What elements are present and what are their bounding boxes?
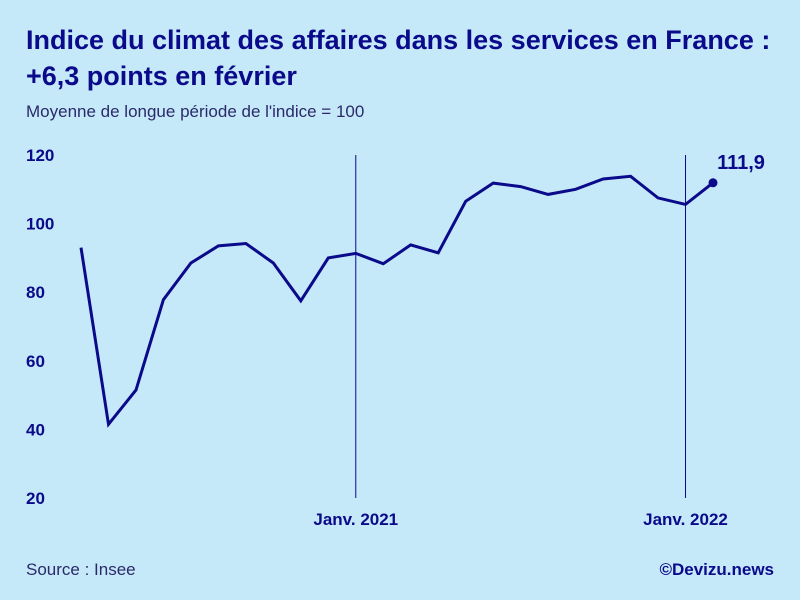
last-point-marker: [708, 178, 718, 188]
source-note: Source : Insee: [26, 560, 136, 579]
series: [79, 174, 714, 428]
x-tick-label-2: Janv. 2022: [643, 510, 728, 529]
y-tick-label-20: 20: [26, 489, 45, 508]
chart-title: Indice du climat des affaires dans les s…: [26, 25, 771, 91]
x-tick-label-1: Janv. 2021: [313, 510, 398, 529]
y-tick-label-120: 120: [26, 146, 54, 165]
y-tick-label-60: 60: [26, 352, 45, 371]
last-point-label: 111,9: [717, 152, 765, 174]
chart-subtitle: Moyenne de longue période de l'indice = …: [26, 102, 365, 121]
y-tick-label-40: 40: [26, 420, 45, 439]
reference-lines: Janv. 2021 Janv. 2022: [313, 155, 728, 529]
annotations: 111,9: [708, 152, 765, 188]
y-tick-label-100: 100: [26, 215, 54, 234]
series-line-1: [79, 174, 714, 428]
y-axis: 120 100 80 60 40 20: [26, 146, 54, 508]
y-tick-label-80: 80: [26, 283, 45, 302]
credit-note: ©Devizu.news: [659, 560, 774, 579]
